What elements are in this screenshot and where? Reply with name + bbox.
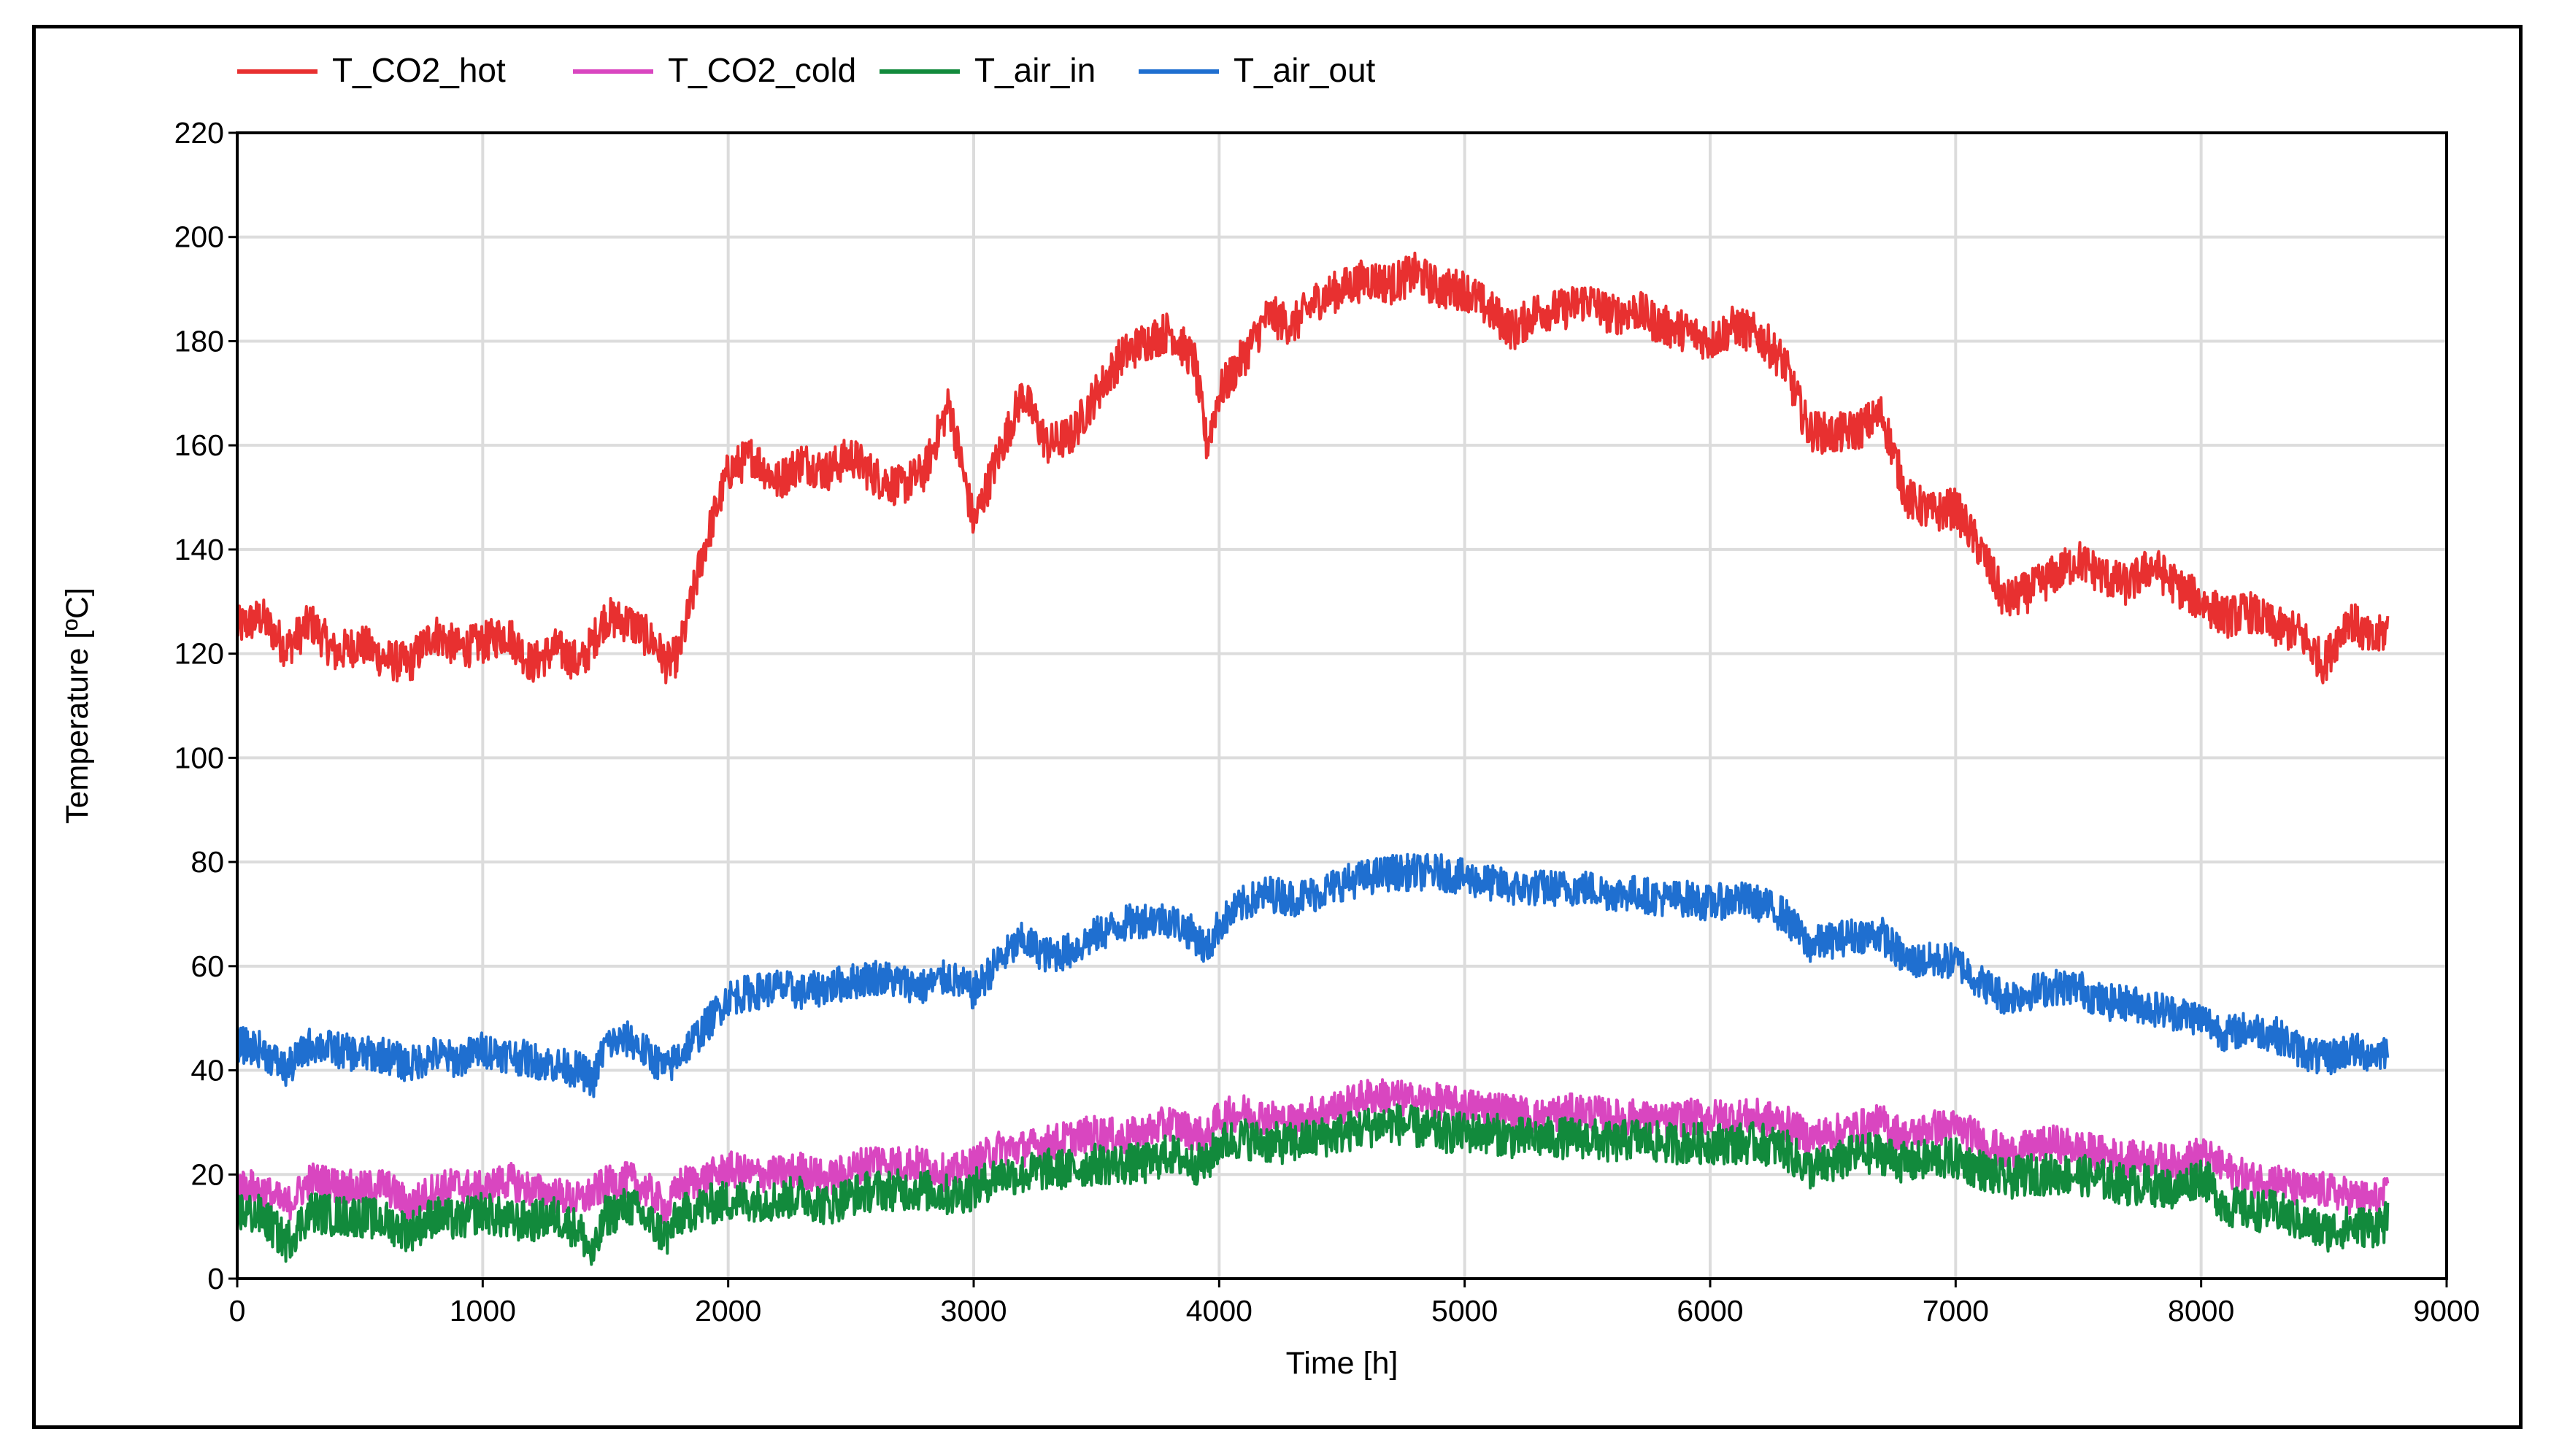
y-tick-label: 220 bbox=[174, 116, 224, 150]
x-tick-label: 0 bbox=[229, 1294, 246, 1328]
legend: T_CO2_hot T_CO2_cold T_air_in T_air_out bbox=[237, 51, 1376, 89]
series-line-T_CO2_hot bbox=[236, 251, 2390, 685]
series-line-T_CO2_cold bbox=[236, 1078, 2390, 1228]
x-tick-label: 4000 bbox=[1186, 1294, 1253, 1328]
legend-label: T_CO2_cold bbox=[668, 51, 856, 89]
y-tick-label: 200 bbox=[174, 220, 224, 254]
y-tick-label: 100 bbox=[174, 741, 224, 774]
x-axis-title: Time [h] bbox=[1286, 1346, 1398, 1381]
y-tick-label: 140 bbox=[174, 533, 224, 566]
x-tick-label: 8000 bbox=[2168, 1294, 2234, 1328]
legend-label: T_air_out bbox=[1234, 51, 1376, 89]
x-tick-label: 7000 bbox=[1923, 1294, 1989, 1328]
x-tick-label: 9000 bbox=[2413, 1294, 2479, 1328]
y-tick-label: 180 bbox=[174, 324, 224, 358]
series-line-T_air_in bbox=[236, 1103, 2390, 1266]
y-tick-label: 120 bbox=[174, 637, 224, 671]
series-line-T_air_out bbox=[236, 852, 2390, 1098]
legend-label: T_air_in bbox=[974, 51, 1096, 89]
y-tick-label: 20 bbox=[191, 1158, 224, 1191]
legend-label: T_CO2_hot bbox=[332, 51, 506, 89]
x-tick-label: 6000 bbox=[1677, 1294, 1743, 1328]
x-tick-label: 2000 bbox=[695, 1294, 761, 1328]
y-axis-title: Temperature [ºC] bbox=[60, 588, 95, 824]
x-tick-label: 1000 bbox=[450, 1294, 516, 1328]
x-tick-label: 3000 bbox=[940, 1294, 1007, 1328]
plot-area-border bbox=[236, 131, 2448, 1280]
y-tick-label: 60 bbox=[191, 950, 224, 983]
series-lines bbox=[236, 251, 2390, 1266]
y-tick-label: 80 bbox=[191, 845, 224, 879]
y-tick-label: 40 bbox=[191, 1054, 224, 1087]
x-tick-label: 5000 bbox=[1431, 1294, 1498, 1328]
y-tick-label: 0 bbox=[207, 1262, 224, 1295]
y-tick-label: 160 bbox=[174, 428, 224, 462]
axis-ticks: 0 1000 2000 3000 4000 5000 6000 7000 8000 9000 0 20… bbox=[174, 116, 2480, 1328]
